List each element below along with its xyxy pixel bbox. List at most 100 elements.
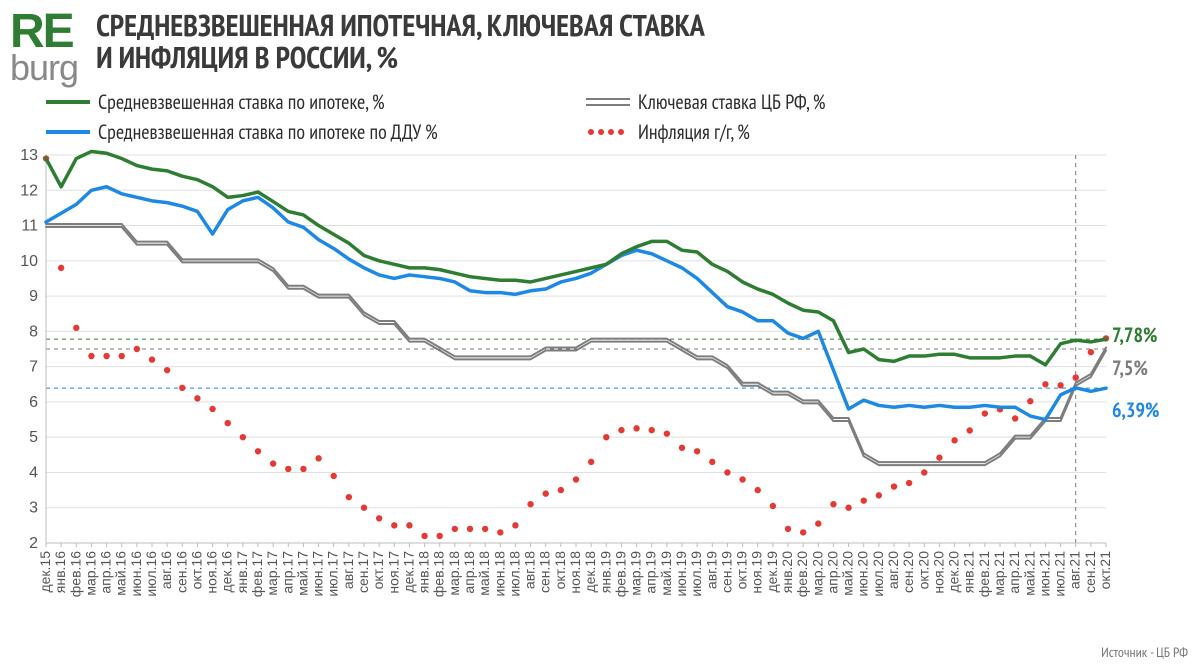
svg-text:мар.21: мар.21 bbox=[991, 551, 1007, 596]
svg-text:апр.19: апр.19 bbox=[643, 551, 659, 594]
svg-text:май.17: май.17 bbox=[294, 551, 310, 596]
legend-item-inflation: Инфляция г/г, % bbox=[586, 119, 1086, 145]
svg-text:ноя.18: ноя.18 bbox=[567, 551, 583, 594]
svg-text:янв.19: янв.19 bbox=[597, 551, 613, 593]
svg-text:фев.19: фев.19 bbox=[612, 551, 628, 597]
svg-text:мар.16: мар.16 bbox=[82, 551, 98, 596]
svg-text:дек.15: дек.15 bbox=[37, 551, 53, 593]
svg-text:ноя.19: ноя.19 bbox=[749, 551, 765, 594]
svg-text:сен.16: сен.16 bbox=[173, 551, 189, 593]
svg-text:апр.17: апр.17 bbox=[279, 551, 295, 594]
title-line-2: И ИНФЛЯЦИЯ В РОССИИ, % bbox=[96, 42, 705, 74]
svg-text:дек.18: дек.18 bbox=[582, 551, 598, 593]
svg-text:авг.17: авг.17 bbox=[340, 551, 356, 589]
svg-text:окт.17: окт.17 bbox=[370, 551, 386, 590]
svg-text:ноя.16: ноя.16 bbox=[204, 551, 220, 594]
svg-text:13: 13 bbox=[20, 149, 38, 164]
svg-text:июл.19: июл.19 bbox=[688, 551, 704, 597]
svg-text:янв.21: янв.21 bbox=[961, 551, 977, 593]
svg-text:июн.19: июн.19 bbox=[673, 551, 689, 597]
legend-item-mortgage_ddu: Средневзвешенная ставка по ипотеке по ДД… bbox=[46, 119, 546, 145]
legend-label-mortgage: Средневзвешенная ставка по ипотеке, % bbox=[98, 89, 385, 115]
svg-text:фев.17: фев.17 bbox=[249, 551, 265, 597]
svg-text:дек.20: дек.20 bbox=[946, 551, 962, 593]
svg-text:май.18: май.18 bbox=[476, 551, 492, 596]
svg-text:мар.19: мар.19 bbox=[628, 551, 644, 596]
svg-text:фев.21: фев.21 bbox=[976, 551, 992, 597]
svg-text:апр.21: апр.21 bbox=[1006, 551, 1022, 594]
svg-text:июн.17: июн.17 bbox=[310, 551, 326, 597]
svg-text:фев.16: фев.16 bbox=[67, 551, 83, 597]
legend: Средневзвешенная ставка по ипотеке, % Клю… bbox=[46, 89, 1190, 145]
svg-text:июл.16: июл.16 bbox=[143, 551, 159, 597]
svg-text:янв.18: янв.18 bbox=[416, 551, 432, 593]
svg-text:10: 10 bbox=[20, 253, 38, 270]
svg-text:июл.17: июл.17 bbox=[325, 551, 341, 597]
svg-text:янв.20: янв.20 bbox=[779, 551, 795, 593]
svg-text:фев.18: фев.18 bbox=[431, 551, 447, 597]
svg-text:июл.21: июл.21 bbox=[1052, 551, 1068, 597]
end-label: 6,39% bbox=[1112, 397, 1159, 423]
logo-bottom: burg bbox=[10, 53, 78, 84]
svg-text:сен.20: сен.20 bbox=[900, 551, 916, 593]
svg-text:дек.17: дек.17 bbox=[400, 551, 416, 593]
svg-text:окт.16: окт.16 bbox=[188, 551, 204, 590]
svg-text:фев.20: фев.20 bbox=[794, 551, 810, 597]
svg-text:июн.18: июн.18 bbox=[491, 551, 507, 597]
svg-text:май.16: май.16 bbox=[113, 551, 129, 596]
svg-text:мар.17: мар.17 bbox=[264, 551, 280, 596]
chart-title: СРЕДНЕВЗВЕШЕННАЯ ИПОТЕЧНАЯ, КЛЮЧЕВАЯ СТА… bbox=[96, 8, 705, 73]
svg-text:сен.19: сен.19 bbox=[718, 551, 734, 593]
svg-text:8: 8 bbox=[29, 324, 38, 341]
svg-text:май.19: май.19 bbox=[658, 551, 674, 596]
svg-text:апр.20: апр.20 bbox=[824, 551, 840, 594]
svg-text:дек.19: дек.19 bbox=[764, 551, 780, 593]
legend-swatch-mortgage bbox=[46, 95, 90, 109]
svg-text:май.20: май.20 bbox=[840, 551, 856, 596]
svg-text:июн.16: июн.16 bbox=[128, 551, 144, 597]
svg-text:июн.21: июн.21 bbox=[1036, 551, 1052, 597]
svg-text:апр.16: апр.16 bbox=[98, 551, 114, 594]
legend-label-inflation: Инфляция г/г, % bbox=[638, 119, 750, 145]
logo: RE burg bbox=[10, 8, 78, 83]
svg-text:6: 6 bbox=[29, 394, 38, 411]
svg-text:окт.19: окт.19 bbox=[734, 551, 750, 590]
svg-text:2: 2 bbox=[29, 535, 38, 552]
legend-swatch-mortgage_ddu bbox=[46, 125, 90, 139]
svg-text:3: 3 bbox=[29, 500, 38, 517]
svg-text:янв.17: янв.17 bbox=[234, 551, 250, 593]
svg-text:5: 5 bbox=[29, 430, 38, 447]
svg-text:авг.21: авг.21 bbox=[1067, 551, 1083, 589]
svg-text:июл.20: июл.20 bbox=[870, 551, 886, 597]
svg-text:мар.20: мар.20 bbox=[809, 551, 825, 596]
legend-swatch-keyrate bbox=[586, 95, 630, 109]
legend-label-keyrate: Ключевая ставка ЦБ РФ, % bbox=[638, 89, 826, 115]
svg-text:ноя.17: ноя.17 bbox=[385, 551, 401, 594]
svg-text:авг.19: авг.19 bbox=[703, 551, 719, 589]
svg-text:ноя.20: ноя.20 bbox=[930, 551, 946, 594]
end-label: 7,78% bbox=[1112, 322, 1157, 348]
svg-text:сен.21: сен.21 bbox=[1082, 551, 1098, 593]
legend-swatch-inflation bbox=[586, 125, 630, 139]
svg-text:янв.16: янв.16 bbox=[52, 551, 68, 593]
svg-text:авг.18: авг.18 bbox=[522, 551, 538, 589]
svg-text:окт.21: окт.21 bbox=[1097, 551, 1113, 590]
svg-text:9: 9 bbox=[29, 288, 38, 305]
svg-text:июл.18: июл.18 bbox=[506, 551, 522, 597]
svg-text:12: 12 bbox=[20, 183, 38, 200]
svg-text:апр.18: апр.18 bbox=[461, 551, 477, 594]
svg-text:дек.16: дек.16 bbox=[219, 551, 235, 593]
svg-text:мар.18: мар.18 bbox=[446, 551, 462, 596]
svg-text:окт.20: окт.20 bbox=[915, 551, 931, 590]
legend-item-keyrate: Ключевая ставка ЦБ РФ, % bbox=[586, 89, 1086, 115]
svg-text:4: 4 bbox=[29, 465, 38, 482]
svg-text:сен.17: сен.17 bbox=[355, 551, 371, 593]
svg-text:авг.16: авг.16 bbox=[158, 551, 174, 589]
svg-text:окт.18: окт.18 bbox=[552, 551, 568, 590]
header: RE burg СРЕДНЕВЗВЕШЕННАЯ ИПОТЕЧНАЯ, КЛЮЧ… bbox=[10, 8, 1190, 83]
svg-text:июн.20: июн.20 bbox=[855, 551, 871, 597]
legend-label-mortgage_ddu: Средневзвешенная ставка по ипотеке по ДД… bbox=[98, 119, 438, 145]
title-line-1: СРЕДНЕВЗВЕШЕННАЯ ИПОТЕЧНАЯ, КЛЮЧЕВАЯ СТА… bbox=[96, 10, 705, 42]
svg-text:7: 7 bbox=[29, 359, 38, 376]
chart-figure: RE burg СРЕДНЕВЗВЕШЕННАЯ ИПОТЕЧНАЯ, КЛЮЧ… bbox=[0, 0, 1200, 667]
